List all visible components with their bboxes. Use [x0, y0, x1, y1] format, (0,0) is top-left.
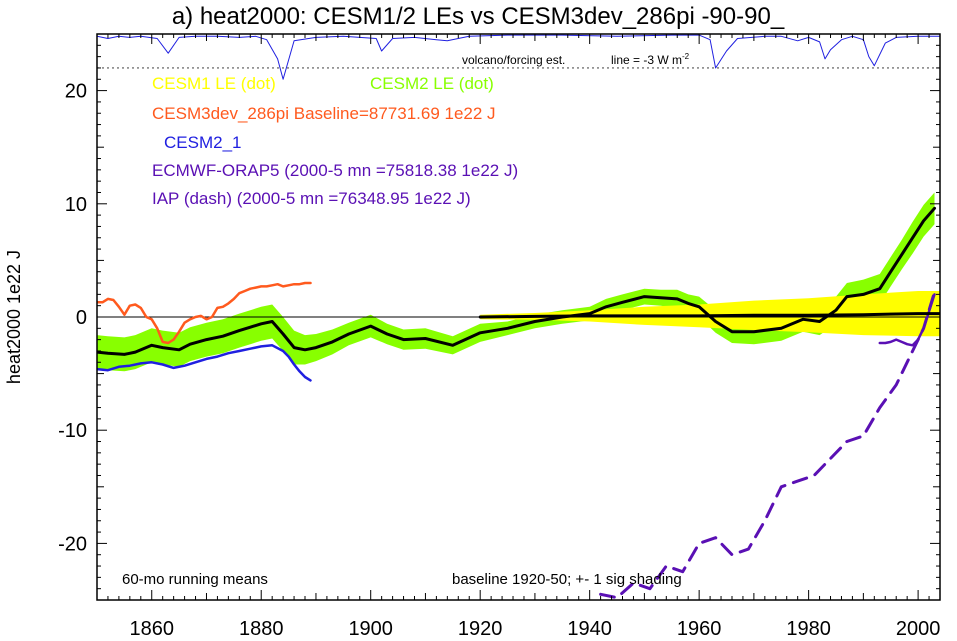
- annotation-running-means: 60-mo running means: [122, 571, 268, 588]
- bands-layer: [97, 192, 940, 372]
- plot-frame: [96, 33, 941, 601]
- legend-cesm1-le: CESM1 LE (dot): [152, 74, 276, 93]
- x-tick-label: 1940: [567, 618, 612, 640]
- legend-cesm2-le: CESM2 LE (dot): [370, 74, 494, 93]
- series-line-iap: [599, 290, 936, 600]
- series-line-cesm2-mean: [97, 206, 936, 356]
- y-tick-label: -10: [58, 420, 87, 442]
- x-tick-label: 1920: [458, 618, 503, 640]
- x-tick-label: 1900: [348, 618, 393, 640]
- chart-title: a) heat2000: CESM1/2 LEs vs CESM3dev_286…: [172, 3, 785, 30]
- volcano-line-label: line = -3 W m-2: [611, 52, 690, 67]
- volcano-line-label-text: line = -3 W m: [611, 53, 682, 67]
- x-tick-label: 1880: [239, 618, 284, 640]
- x-tick-label: 1980: [786, 618, 831, 640]
- legend-cesm3dev: CESM3dev_286pi Baseline=87731.69 1e22 J: [152, 104, 496, 123]
- cesm2-le-spread-band: [97, 192, 935, 372]
- y-axis-label: heat2000 1e22 J: [4, 250, 24, 384]
- x-tick-label: 2000: [896, 618, 941, 640]
- cesm1-le-spread-band: [480, 291, 940, 337]
- x-tick-label: 1860: [129, 618, 174, 640]
- y-tick-label: 0: [76, 307, 87, 329]
- series-line-cesm3dev: [97, 281, 312, 345]
- legend-iap: IAP (dash) (2000-5 mn =76348.95 1e22 J): [152, 189, 471, 208]
- y-tick-label: -20: [58, 533, 87, 555]
- annotation-baseline: baseline 1920-50; +- 1 sig shading: [452, 571, 682, 588]
- series-line-cesm2-1: [97, 344, 312, 382]
- volcano-label: volcano/forcing est.: [462, 53, 565, 67]
- y-tick-label: 20: [65, 81, 87, 103]
- legend: CESM1 LE (dot) CESM2 LE (dot) CESM3dev_2…: [152, 74, 518, 208]
- x-tick-label: 1960: [677, 618, 722, 640]
- volcano-line-label-sup: -2: [682, 52, 690, 61]
- y-tick-label: 10: [65, 194, 87, 216]
- plot-area: [97, 34, 940, 600]
- legend-cesm2-1: CESM2_1: [164, 133, 241, 152]
- series-line-volcano: [97, 34, 940, 80]
- series-layer: [97, 34, 940, 600]
- series-line-ecmwf-orap5: [878, 293, 936, 347]
- legend-ecmwf-orap5: ECMWF-ORAP5 (2000-5 mn =75818.38 1e22 J): [152, 161, 518, 180]
